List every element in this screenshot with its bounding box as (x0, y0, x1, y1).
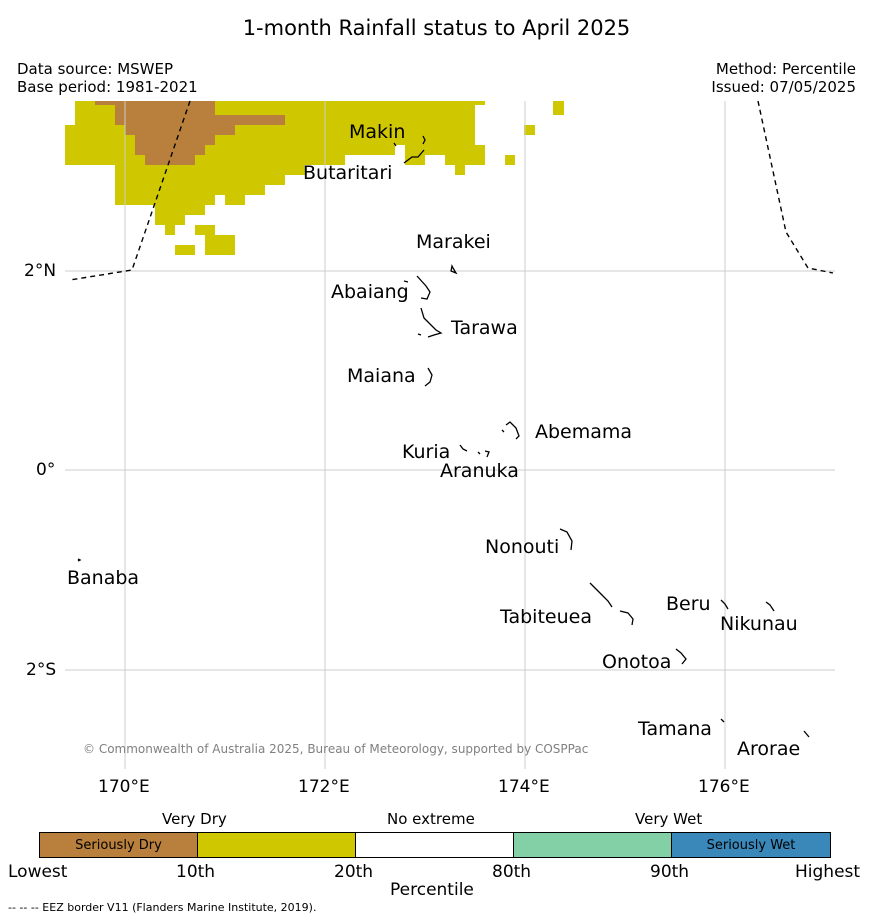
legend-segment-seriously-dry: Seriously Dry (39, 832, 198, 858)
legend-tick-highest: Highest (795, 862, 861, 882)
issued-text: Issued: 07/05/2025 (711, 78, 856, 96)
onotoa-outline (675, 648, 687, 665)
place-label-maiana: Maiana (347, 365, 416, 387)
abemama-outline (501, 421, 520, 440)
place-label-arorae: Arorae (737, 738, 801, 760)
place-label-nonouti: Nonouti (485, 536, 560, 558)
nonouti-outline (559, 528, 573, 551)
place-label-aranuka: Aranuka (440, 460, 519, 482)
eez-border (69, 100, 834, 281)
maiana-outline (424, 367, 433, 387)
method-text: Method: Percentile (715, 60, 856, 78)
legend-tick-lowest: Lowest (8, 862, 68, 882)
graticule (65, 101, 835, 769)
rainfall-raster (65, 101, 564, 255)
eez-border-west (69, 100, 191, 281)
island-outlines (77, 135, 810, 738)
data-source-text: Data source: MSWEP (17, 60, 174, 78)
legend-tick-90th: 90th (650, 862, 690, 882)
lon-label-172e: 172°E (298, 777, 350, 797)
legend-segment-no-extreme (356, 832, 514, 858)
legend-label-very-dry: Very Dry (162, 810, 227, 828)
place-label-abaiang: Abaiang (331, 281, 409, 303)
place-label-onotoa: Onotoa (602, 651, 672, 673)
abaiang-outline (403, 275, 431, 300)
lat-label-0: 0° (36, 460, 56, 480)
tarawa-outline (417, 307, 443, 338)
legend-segment-seriously-wet: Seriously Wet (672, 832, 831, 858)
very-dry-patch (205, 235, 235, 255)
legend-tick-80th: 80th (492, 862, 532, 882)
nikunau-outline (765, 601, 775, 612)
place-label-kuria: Kuria (402, 441, 451, 463)
place-label-nikunau: Nikunau (720, 613, 798, 635)
very-dry-patch (505, 155, 515, 165)
makin-outline (422, 135, 426, 145)
lat-label-2n: 2°N (24, 261, 57, 281)
legend-tick-10th: 10th (176, 862, 216, 882)
tamana-outline (720, 718, 725, 723)
base-period-text: Base period: 1981-2021 (17, 78, 198, 96)
legend-label-no-extreme: No extreme (387, 810, 475, 828)
very-dry-patch (195, 225, 215, 235)
eez-footnote: -- -- -- EEZ border V11 (Flanders Marine… (8, 901, 317, 914)
lon-label-170e: 170°E (98, 777, 150, 797)
banaba-outline (77, 558, 82, 562)
butaritari-outline (393, 142, 425, 164)
very-dry-patch (524, 125, 535, 135)
legend-axis-label: Percentile (390, 880, 474, 900)
place-label-abemama: Abemama (535, 421, 633, 443)
legend-tick-20th: 20th (334, 862, 374, 882)
place-label-tamana: Tamana (638, 718, 712, 740)
legend-label-very-wet: Very Wet (635, 810, 703, 828)
lon-label-176e: 176°E (698, 777, 750, 797)
place-label-banaba: Banaba (67, 567, 140, 589)
kuria-outline (459, 444, 490, 458)
place-label-tarawa: Tarawa (451, 317, 518, 339)
tabiteuea-outline (589, 582, 634, 626)
lon-label-174e: 174°E (498, 777, 550, 797)
place-label-marakei: Marakei (416, 231, 491, 253)
place-label-butaritari: Butaritari (303, 162, 393, 184)
eez-border-east (757, 100, 834, 274)
lat-label-2s: 2°S (26, 660, 57, 680)
marakei-outline (450, 264, 458, 275)
place-label-tabiteuea: Tabiteuea (500, 606, 592, 628)
very-dry-patch (553, 101, 564, 115)
legend-segment-very-dry (198, 832, 356, 858)
arorae-outline (803, 730, 810, 738)
legend-segment-very-wet (514, 832, 672, 858)
place-label-makin: Makin (349, 121, 406, 143)
very-dry-patch (185, 245, 195, 255)
seriously-dry-area (95, 101, 285, 165)
beru-outline (720, 599, 729, 610)
place-label-beru: Beru (666, 593, 711, 615)
copyright-notice: © Commonwealth of Australia 2025, Bureau… (83, 742, 589, 756)
map-title: 1-month Rainfall status to April 2025 (242, 16, 631, 40)
